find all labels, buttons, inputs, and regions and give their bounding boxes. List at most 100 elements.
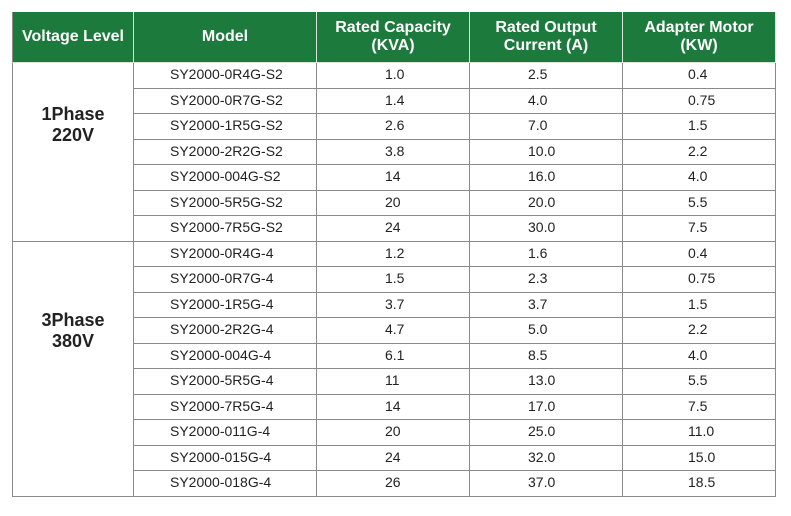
value-text: 14 <box>385 397 401 414</box>
table-cell <box>134 445 317 471</box>
value-text: 4.7 <box>385 321 405 337</box>
table-cell <box>470 394 623 420</box>
table-cell <box>623 241 776 267</box>
value-text: 5.5 <box>688 372 708 388</box>
model-text: SY2000-1R5G-4 <box>170 295 274 312</box>
voltage-text: 380V <box>51 330 95 351</box>
header-cell: Model <box>134 12 317 63</box>
table-cell <box>317 139 470 165</box>
model-text: SY2000-0R7G-S2 <box>170 91 283 108</box>
table-cell <box>623 88 776 114</box>
table-cell <box>134 88 317 114</box>
value-text: 11.0 <box>688 423 715 439</box>
value-text: 0.75 <box>688 91 716 108</box>
value-text: 11 <box>385 372 400 388</box>
table-cell <box>317 318 470 344</box>
header-cell: Rated Output Current (A) <box>470 12 623 63</box>
value-text: 1.5 <box>688 117 708 133</box>
value-text: 7.0 <box>528 117 548 133</box>
header-text: Model <box>201 28 249 45</box>
value-text: 15.0 <box>688 448 716 465</box>
table-cell <box>623 114 776 140</box>
table-cell <box>134 165 317 191</box>
model-text: SY2000-2R2G-4 <box>170 321 274 337</box>
table-cell <box>317 190 470 216</box>
value-text: 3.8 <box>385 142 405 159</box>
header-cell: Rated Capacity (KVA) <box>317 12 470 63</box>
value-text: 24 <box>385 219 401 235</box>
table-cell <box>317 114 470 140</box>
table-cell <box>134 190 317 216</box>
table-cell <box>317 471 470 497</box>
header-text: Voltage Level <box>22 28 124 45</box>
value-text: 37.0 <box>528 474 556 490</box>
table-cell <box>470 420 623 446</box>
value-text: 1.5 <box>688 295 708 312</box>
table-cell <box>470 88 623 114</box>
value-text: 2.6 <box>385 117 405 133</box>
header-text: Current (A) <box>503 37 589 54</box>
value-text: 5.5 <box>688 193 708 210</box>
table-cell <box>623 165 776 191</box>
table-cell <box>317 241 470 267</box>
table-cell <box>623 267 776 293</box>
value-text: 1.5 <box>385 270 405 286</box>
value-text: 14 <box>385 168 401 184</box>
table-cell <box>470 114 623 140</box>
table-cell <box>317 267 470 293</box>
table-cell <box>470 267 623 293</box>
value-text: 18.5 <box>688 474 716 490</box>
table-cell <box>470 343 623 369</box>
table-cell <box>470 318 623 344</box>
table-cell <box>134 343 317 369</box>
value-text: 20.0 <box>528 193 556 210</box>
table-cell <box>317 165 470 191</box>
table-cell <box>470 292 623 318</box>
table-cell <box>470 216 623 242</box>
model-text: SY2000-5R5G-S2 <box>170 193 283 210</box>
table-cell <box>623 216 776 242</box>
value-text: 20 <box>385 423 401 439</box>
model-text: SY2000-0R7G-4 <box>170 270 274 286</box>
table-cell <box>470 165 623 191</box>
table-cell <box>623 369 776 395</box>
model-text: SY2000-011G-4 <box>170 423 271 439</box>
value-text: 4.0 <box>528 91 548 108</box>
value-text: 20 <box>385 193 401 210</box>
model-text: SY2000-004G-4 <box>170 346 272 363</box>
table-cell <box>470 63 623 89</box>
table-cell <box>134 471 317 497</box>
header-text: Rated Output <box>495 19 597 36</box>
table-cell <box>623 63 776 89</box>
voltage-label: 3Phase 380V <box>12 310 134 352</box>
model-text: SY2000-015G-4 <box>170 448 272 465</box>
table-cell <box>470 241 623 267</box>
table-cell <box>134 139 317 165</box>
value-text: 5.0 <box>528 321 548 337</box>
table-cell <box>134 394 317 420</box>
table-cell <box>134 420 317 446</box>
value-text: 26 <box>385 474 401 490</box>
table-cell <box>470 139 623 165</box>
value-text: 4.0 <box>688 346 708 363</box>
group-cell <box>12 241 134 497</box>
value-text: 2.5 <box>528 66 548 82</box>
value-text: 24 <box>385 448 401 465</box>
value-text: 2.2 <box>688 142 708 159</box>
table-cell <box>317 63 470 89</box>
value-text: 32.0 <box>528 448 556 465</box>
table-cell <box>134 369 317 395</box>
value-text: 2.2 <box>688 321 708 337</box>
value-text: 1.6 <box>528 244 548 261</box>
value-text: 17.0 <box>528 397 556 414</box>
table-cell <box>623 420 776 446</box>
value-text: 1.4 <box>385 91 405 108</box>
model-text: SY2000-004G-S2 <box>170 168 281 184</box>
value-text: 16.0 <box>528 168 556 184</box>
table-cell <box>317 343 470 369</box>
value-text: 4.0 <box>688 168 708 184</box>
table-cell <box>134 241 317 267</box>
table-cell <box>623 292 776 318</box>
table-cell <box>134 63 317 89</box>
